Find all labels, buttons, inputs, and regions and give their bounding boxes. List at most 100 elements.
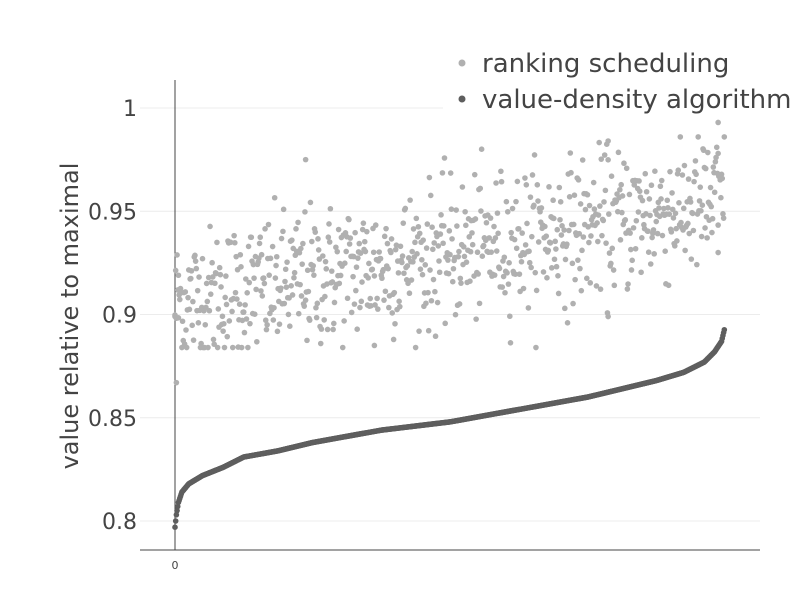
- ranking-scheduling-point: [440, 240, 446, 247]
- ranking-scheduling-point: [439, 170, 446, 176]
- ranking-scheduling-point: [535, 198, 541, 204]
- ranking-scheduling-point: [601, 199, 607, 205]
- ranking-scheduling-point: [278, 235, 285, 242]
- ranking-scheduling-point: [617, 186, 623, 193]
- ranking-scheduling-point: [602, 187, 609, 194]
- ranking-scheduling-point: [408, 277, 415, 283]
- ranking-scheduling-point: [505, 281, 512, 287]
- ranking-scheduling-point: [673, 225, 679, 232]
- ranking-scheduling-point: [619, 209, 625, 216]
- ranking-scheduling-point: [597, 286, 604, 292]
- ranking-scheduling-point: [557, 216, 563, 223]
- ranking-scheduling-point: [653, 218, 660, 225]
- y-tick-label: 0.8: [102, 510, 137, 535]
- ranking-scheduling-point: [229, 308, 235, 315]
- ranking-scheduling-point: [515, 225, 522, 232]
- ranking-scheduling-point: [460, 243, 467, 250]
- ranking-scheduling-point: [415, 223, 422, 230]
- ranking-scheduling-point: [427, 192, 434, 199]
- ranking-scheduling-point: [336, 280, 343, 287]
- ranking-scheduling-point: [570, 221, 577, 228]
- ranking-scheduling-point: [617, 237, 624, 243]
- ranking-scheduling-point: [431, 240, 437, 246]
- ranking-scheduling-point: [447, 251, 453, 258]
- ranking-scheduling-point: [256, 240, 263, 247]
- ranking-scheduling-point: [471, 171, 478, 178]
- ranking-scheduling-point: [382, 288, 389, 295]
- ranking-scheduling-point: [388, 236, 395, 242]
- ranking-scheduling-point: [207, 223, 213, 230]
- ranking-scheduling-point: [416, 230, 423, 237]
- ranking-scheduling-point: [237, 251, 244, 258]
- ranking-scheduling-point: [272, 275, 279, 281]
- ranking-scheduling-point: [477, 185, 484, 192]
- ranking-scheduling-point: [216, 264, 223, 271]
- ranking-scheduling-point: [591, 206, 598, 212]
- ranking-scheduling-point: [721, 134, 728, 140]
- ranking-scheduling-point: [188, 268, 195, 274]
- ranking-scheduling-point: [322, 258, 329, 265]
- ranking-scheduling-point: [400, 220, 407, 226]
- ranking-scheduling-point: [428, 297, 435, 304]
- ranking-scheduling-point: [307, 199, 314, 206]
- ranking-scheduling-point: [437, 231, 444, 237]
- ranking-scheduling-point: [326, 239, 333, 245]
- ranking-scheduling-point: [579, 157, 586, 163]
- ranking-scheduling-point: [622, 217, 629, 223]
- ranking-scheduling-point: [392, 320, 398, 327]
- ranking-scheduling-point: [371, 342, 378, 349]
- ranking-scheduling-point: [425, 289, 431, 296]
- ranking-scheduling-point: [282, 278, 288, 285]
- ranking-scheduling-point: [584, 275, 590, 282]
- ranking-scheduling-point: [301, 303, 308, 309]
- ranking-scheduling-point: [526, 248, 532, 255]
- ranking-scheduling-point: [388, 249, 394, 256]
- ranking-scheduling-point: [220, 328, 226, 334]
- legend[interactable]: ranking scheduling value-density algorith…: [443, 42, 791, 118]
- ranking-scheduling-point: [696, 198, 703, 204]
- ranking-scheduling-point: [174, 252, 180, 258]
- ranking-scheduling-point: [575, 257, 581, 263]
- ranking-scheduling-point: [513, 198, 519, 205]
- y-axis-title: value relative to maximal: [56, 163, 84, 470]
- ranking-scheduling-point: [472, 216, 479, 222]
- y-tick-label: 1: [123, 97, 137, 122]
- ranking-scheduling-point: [568, 169, 574, 176]
- ranking-scheduling-point: [205, 344, 211, 351]
- ranking-scheduling-point: [593, 283, 600, 289]
- ranking-scheduling-point: [287, 323, 293, 329]
- ranking-scheduling-point: [495, 230, 501, 237]
- ranking-scheduling-point: [195, 320, 202, 326]
- ranking-scheduling-point: [522, 242, 529, 248]
- ranking-scheduling-point: [715, 119, 721, 126]
- ranking-scheduling-point: [243, 316, 250, 322]
- ranking-scheduling-point: [297, 281, 303, 288]
- ranking-scheduling-point: [720, 215, 727, 221]
- ranking-scheduling-point: [264, 321, 270, 328]
- ranking-scheduling-point: [693, 171, 699, 178]
- ranking-scheduling-point: [324, 326, 331, 333]
- ranking-scheduling-point: [232, 289, 239, 296]
- ranking-scheduling-point: [313, 304, 319, 311]
- ranking-scheduling-point: [551, 256, 558, 263]
- ranking-scheduling-point: [234, 296, 240, 302]
- ranking-scheduling-point: [636, 188, 643, 195]
- ranking-scheduling-point: [527, 194, 534, 200]
- legend-item-value-density-algorithm[interactable]: value-density algorithm: [458, 85, 792, 115]
- ranking-scheduling-point: [534, 182, 541, 188]
- ranking-scheduling-point: [318, 326, 325, 332]
- ranking-scheduling-point: [309, 238, 315, 245]
- ranking-scheduling-point: [686, 230, 693, 237]
- ranking-scheduling-point: [390, 336, 397, 343]
- ranking-scheduling-point: [293, 226, 299, 232]
- ranking-scheduling-point: [346, 241, 353, 247]
- ranking-scheduling-point: [358, 298, 365, 305]
- legend-item-ranking-scheduling[interactable]: ranking scheduling: [458, 49, 730, 79]
- ranking-scheduling-point: [423, 245, 430, 251]
- ranking-scheduling-point: [566, 194, 573, 200]
- ranking-scheduling-point: [638, 269, 644, 276]
- ranking-scheduling-point: [374, 295, 380, 302]
- ranking-scheduling-point: [513, 245, 520, 252]
- ranking-scheduling-point: [172, 267, 179, 274]
- ranking-scheduling-point: [442, 320, 448, 327]
